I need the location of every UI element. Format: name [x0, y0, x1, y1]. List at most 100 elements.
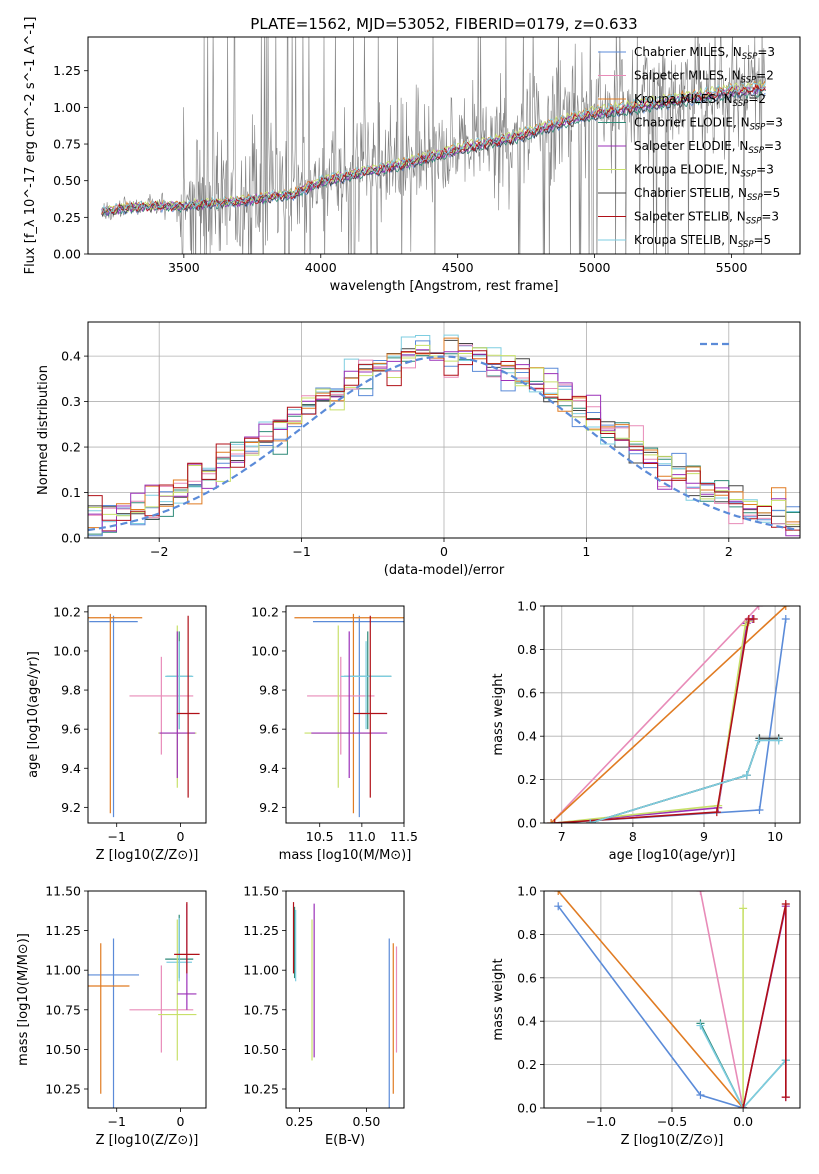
x-tick-label: 4500 [442, 260, 474, 275]
x-axis-label: mass [log10(M/M⊙)] [279, 848, 412, 863]
x-tick-label: 1 [582, 544, 590, 559]
legend-entry-subscript: SSP [738, 240, 754, 250]
x-tick-label: 11.0 [348, 829, 376, 844]
axes-frame [87, 890, 207, 1109]
y-tick-label: 0.4 [517, 729, 537, 744]
legend-entry-value: =3 [756, 163, 774, 177]
data-point-marker [554, 902, 563, 911]
legend-entry: Chabrier STELIB, NSSP=5 [634, 186, 780, 203]
histogram-step-line [88, 337, 800, 537]
y-tick-label: 0.3 [61, 394, 81, 409]
y-tick-label: 9.2 [259, 800, 279, 815]
y-tick-label: 10.25 [243, 1081, 279, 1096]
cumulative-weight-line [589, 739, 779, 823]
x-tick-label: −1 [292, 544, 310, 559]
axes-frame [543, 605, 801, 824]
cumulative-weight-line [557, 891, 744, 1108]
y-tick-label: 10.0 [251, 643, 279, 658]
legend-entry-value: =2 [748, 92, 766, 106]
y-tick-label: 1.00 [53, 100, 81, 115]
y-tick-label: 10.25 [45, 1081, 81, 1096]
data-point-marker [550, 819, 559, 823]
y-axis-label: mass weight [491, 958, 506, 1040]
axes-frame [87, 321, 801, 539]
y-tick-label: 10.75 [243, 1002, 279, 1017]
legend-entry-subscript: SSP [741, 76, 757, 86]
legend-entry: Chabrier ELODIE, NSSP=3 [634, 116, 783, 133]
x-tick-label: 5000 [579, 260, 611, 275]
data-point-marker [696, 1021, 705, 1030]
axes-frame [87, 36, 801, 255]
x-tick-label: −1.0 [586, 1114, 616, 1129]
y-tick-label: 0.6 [517, 685, 537, 700]
model-spectrum-line [101, 84, 766, 215]
legend-entry: Kroupa MILES, NSSP=2 [634, 92, 766, 109]
legend-entry-text: Kroupa ELODIE, N [634, 163, 741, 177]
spectrum-panel: 3500 4000 4500 5000 5500 0.00 0.25 0.50 0.75 1.00… [23, 17, 801, 294]
legend-entry-value: =3 [761, 210, 779, 224]
x-tick-label: −1 [107, 829, 125, 844]
y-tick-label: 1.25 [53, 63, 81, 78]
y-tick-label: 0.2 [517, 1057, 537, 1072]
legend-entry-value: =3 [757, 45, 775, 59]
x-axis-label: Z [log10(Z/Z⊙)] [621, 1133, 724, 1148]
x-tick-label: −2 [150, 544, 168, 559]
y-tick-label: 0.0 [517, 1101, 537, 1116]
plot-area [554, 891, 790, 1108]
x-tick-label: 0 [177, 829, 185, 844]
data-point-marker [749, 615, 758, 624]
y-axis-label: Flux [f_λ 10^-17 erg cm^-2 s^-1 A^-1] [23, 17, 38, 275]
legend-entry: Salpeter STELIB, NSSP=3 [634, 210, 779, 227]
x-tick-label: −1 [107, 1114, 125, 1129]
x-tick-label: 9 [700, 829, 708, 844]
legend-entry-value: =3 [765, 116, 783, 130]
x-axis-label: (data-model)/error [384, 563, 505, 578]
histogram-step-line [88, 350, 800, 531]
data-point-marker [739, 904, 748, 913]
y-tick-label: 0.4 [517, 1014, 537, 1029]
x-tick-label: 5500 [716, 260, 748, 275]
cumulative-weight-line [554, 620, 750, 823]
x-tick-label: 2 [725, 544, 733, 559]
y-tick-label: 0.50 [53, 173, 81, 188]
y-tick-label: 0.4 [61, 349, 81, 364]
data-point-marker [742, 771, 751, 780]
cumulative-weight-line [699, 1025, 787, 1108]
y-tick-label: 0.0 [517, 816, 537, 831]
data-point-marker [696, 1090, 705, 1099]
y-tick-label: 10.75 [45, 1002, 81, 1017]
cumulative-weight-line [557, 905, 744, 1108]
plot-area [88, 902, 200, 1108]
x-axis-label: Z [log10(Z/Z⊙)] [96, 848, 199, 863]
legend-entry-subscript: SSP [741, 170, 757, 180]
legend-entry-subscript: SSP [750, 123, 766, 133]
y-tick-label: 9.2 [61, 800, 81, 815]
legend-entry-text: Salpeter ELODIE, N [634, 139, 748, 153]
model-spectrum-line [101, 79, 766, 216]
residuals-panel: −2 −1 0 1 2 0.0 0.1 0.2 0.3 0.4 (data-model)/error… [36, 321, 801, 578]
cumulative-weight-line [699, 891, 744, 1108]
legend-entry: Salpeter ELODIE, NSSP=3 [634, 139, 782, 156]
x-axis-label: wavelength [Angstrom, rest frame] [330, 279, 559, 294]
y-axis-label: Normed distribution [36, 365, 51, 495]
data-point-marker [547, 819, 556, 823]
y-tick-label: 10.2 [251, 604, 279, 619]
y-tick-label: 9.4 [259, 761, 279, 776]
data-point-marker [754, 606, 763, 610]
legend-entry-text: Chabrier ELODIE, N [634, 116, 750, 130]
legend-entry-subscript: SSP [748, 146, 764, 156]
data-point-marker [774, 736, 783, 745]
age-vs-mass-panel: 10.5 11.0 11.5 9.2 9.4 9.6 9.8 10.0 10.2 mass [lo… [251, 604, 418, 863]
x-tick-label: 7 [558, 829, 566, 844]
x-axis-label: Z [log10(Z/Z⊙)] [96, 1133, 199, 1148]
data-point-marker [696, 891, 705, 895]
legend-entry-subscript: SSP [733, 99, 749, 109]
axes-frame [543, 890, 801, 1109]
data-point-marker [781, 1093, 790, 1102]
y-tick-label: 9.6 [259, 722, 279, 737]
data-point-marker [754, 736, 763, 745]
legend-entry: Kroupa ELODIE, NSSP=3 [634, 163, 774, 180]
x-tick-label: 11.5 [390, 829, 418, 844]
plot-area [547, 606, 790, 823]
